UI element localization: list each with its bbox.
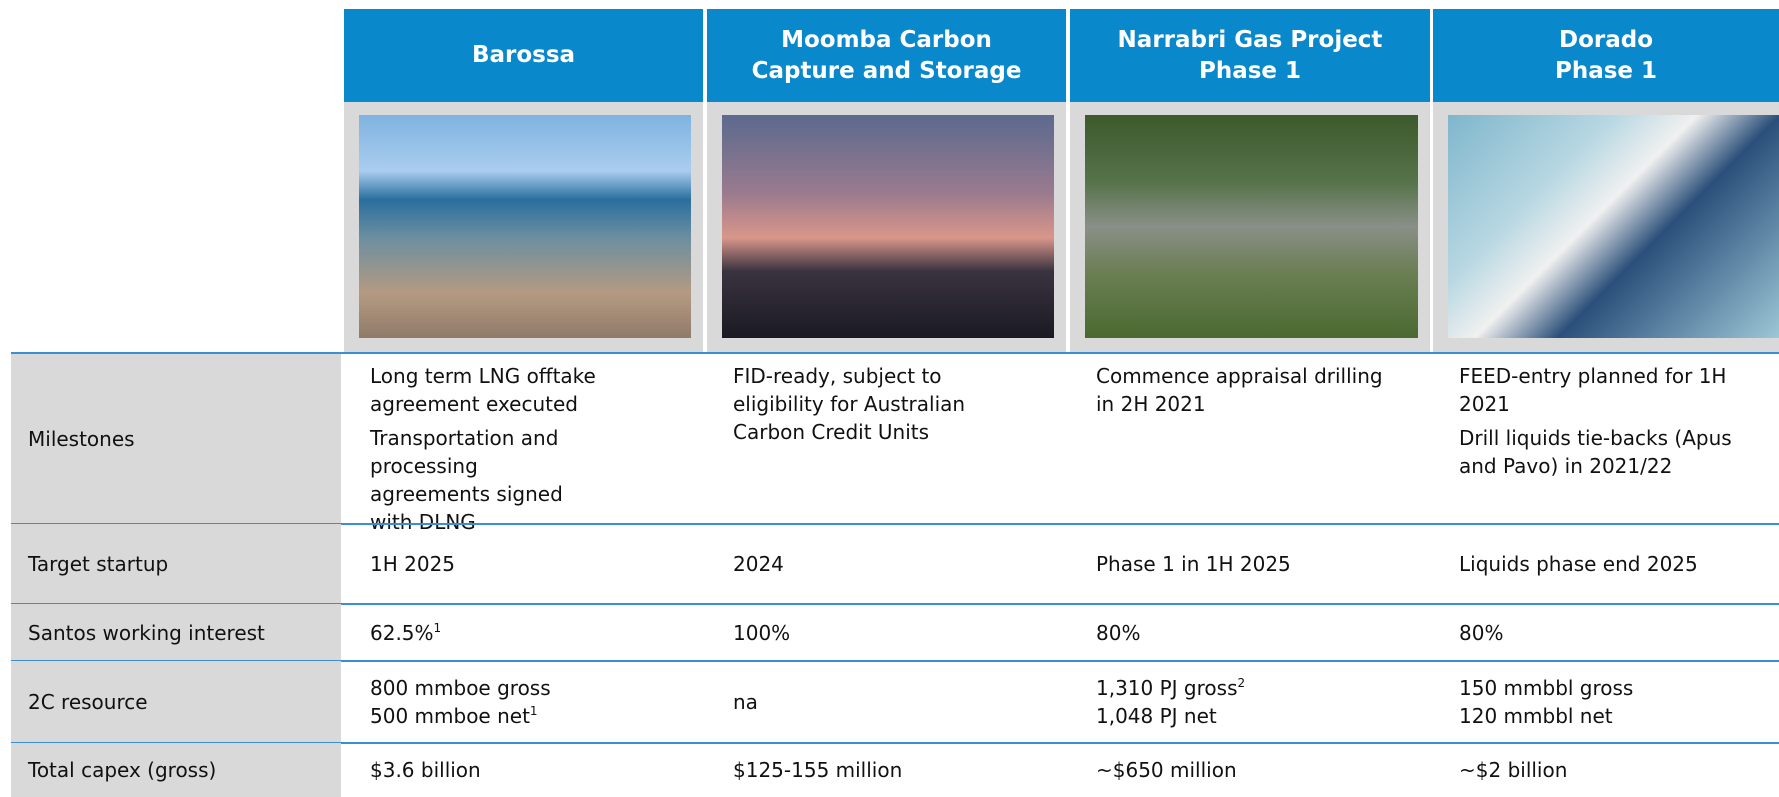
text: 1H 2025: [370, 552, 455, 576]
cell: 2024: [707, 524, 1026, 604]
text: Liquids phase end 2025: [1459, 552, 1698, 576]
text: Drill liquids tie-backs (Apus and Pavo) …: [1459, 426, 1732, 478]
cell: 80%: [1070, 604, 1390, 661]
image-cell: [344, 102, 703, 352]
text: Long term LNG offtake agreement executed: [370, 364, 596, 416]
cell: 80%: [1433, 604, 1733, 661]
row-label: 2C resource: [11, 661, 341, 743]
cell-text: ~$650 million: [1096, 756, 1390, 784]
cell-text: 1,048 PJ net: [1096, 702, 1390, 730]
cell-text: Long term LNG offtake agreement executed: [370, 362, 604, 418]
text: 1,310 PJ gross: [1096, 676, 1237, 700]
cell-text: Commence appraisal drilling in 2H 2021: [1096, 362, 1390, 418]
header-line: Narrabri Gas Project: [1118, 25, 1383, 56]
cell-text: Drill liquids tie-backs (Apus and Pavo) …: [1459, 424, 1733, 480]
cell-text: Liquids phase end 2025: [1459, 550, 1733, 578]
cell-text: Transportation and processing agreements…: [370, 424, 604, 536]
cell-text: 1,310 PJ gross2: [1096, 674, 1390, 702]
footnote-ref: 1: [530, 704, 538, 718]
text: 1,048 PJ net: [1096, 704, 1217, 728]
header-line: Dorado: [1559, 25, 1653, 56]
text: $3.6 billion: [370, 758, 481, 782]
cell: 1H 2025: [344, 524, 604, 604]
text: Transportation and processing agreements…: [370, 426, 563, 534]
text: Commence appraisal drilling in 2H 2021: [1096, 364, 1383, 416]
cell-text: 500 mmboe net1: [370, 702, 604, 730]
text: 80%: [1096, 621, 1140, 645]
project-image: [722, 115, 1054, 338]
text: 100%: [733, 621, 790, 645]
header-line: Moomba Carbon: [781, 25, 992, 56]
page: BarossaMoomba CarbonCapture and StorageN…: [0, 0, 1779, 797]
cell-text: Phase 1 in 1H 2025: [1096, 550, 1390, 578]
cell-text: 62.5%1: [370, 619, 604, 647]
row-label: Total capex (gross): [11, 743, 341, 797]
cell: ~$650 million: [1070, 743, 1390, 797]
cell-text: 100%: [733, 619, 1026, 647]
row-label: Target startup: [11, 524, 341, 604]
text: na: [733, 690, 758, 714]
cell-text: 2024: [733, 550, 1026, 578]
image-cell: [1433, 102, 1779, 352]
image-cell: [1070, 102, 1430, 352]
header-line: Barossa: [472, 40, 575, 71]
text: 800 mmboe gross: [370, 676, 551, 700]
cell-text: 80%: [1459, 619, 1733, 647]
text: ~$2 billion: [1459, 758, 1567, 782]
cell: 62.5%1: [344, 604, 604, 661]
cell: $3.6 billion: [344, 743, 604, 797]
text: 120 mmbbl net: [1459, 704, 1613, 728]
cell-text: ~$2 billion: [1459, 756, 1733, 784]
footnote-ref: 1: [434, 621, 442, 635]
cell-text: FID-ready, subject to eligibility for Au…: [733, 362, 1026, 446]
cell: 100%: [707, 604, 1026, 661]
cell: Commence appraisal drilling in 2H 2021: [1070, 354, 1390, 524]
project-image: [1448, 115, 1779, 338]
cell-text: FEED-entry planned for 1H 2021: [1459, 362, 1733, 418]
cell: Liquids phase end 2025: [1433, 524, 1733, 604]
cell-text: 1H 2025: [370, 550, 604, 578]
header-line: Capture and Storage: [752, 56, 1022, 87]
text: FEED-entry planned for 1H 2021: [1459, 364, 1726, 416]
row-label: Santos working interest: [11, 604, 341, 661]
cell: na: [707, 661, 1026, 743]
footnote-ref: 2: [1237, 676, 1245, 690]
cell: Long term LNG offtake agreement executed…: [344, 354, 604, 524]
column-header: DoradoPhase 1: [1433, 9, 1779, 102]
text: ~$650 million: [1096, 758, 1237, 782]
text: 150 mmbbl gross: [1459, 676, 1633, 700]
cell-text: $125-155 million: [733, 756, 1026, 784]
project-image: [1085, 115, 1418, 338]
header-line: Phase 1: [1555, 56, 1657, 87]
cell: 150 mmbbl gross 120 mmbbl net: [1433, 661, 1733, 743]
cell-text: 800 mmboe gross: [370, 674, 604, 702]
text: 62.5%: [370, 621, 434, 645]
text: 500 mmboe net: [370, 704, 530, 728]
text: 80%: [1459, 621, 1503, 645]
text: 2024: [733, 552, 784, 576]
header-line: Phase 1: [1199, 56, 1301, 87]
text: FID-ready, subject to eligibility for Au…: [733, 364, 965, 444]
cell-text: 120 mmbbl net: [1459, 702, 1733, 730]
cell: $125-155 million: [707, 743, 1026, 797]
cell-text: $3.6 billion: [370, 756, 604, 784]
text: $125-155 million: [733, 758, 902, 782]
row-label: Milestones: [11, 354, 341, 524]
cell: ~$2 billion: [1433, 743, 1733, 797]
cell-text: 150 mmbbl gross: [1459, 674, 1733, 702]
cell: FEED-entry planned for 1H 2021 Drill liqu…: [1433, 354, 1733, 524]
cell-text: na: [733, 688, 1026, 716]
cell-text: 80%: [1096, 619, 1390, 647]
cell: FID-ready, subject to eligibility for Au…: [707, 354, 1026, 524]
text: Phase 1 in 1H 2025: [1096, 552, 1291, 576]
cell: Phase 1 in 1H 2025: [1070, 524, 1390, 604]
project-image: [359, 115, 691, 338]
image-cell: [707, 102, 1066, 352]
column-header: Barossa: [344, 9, 703, 102]
